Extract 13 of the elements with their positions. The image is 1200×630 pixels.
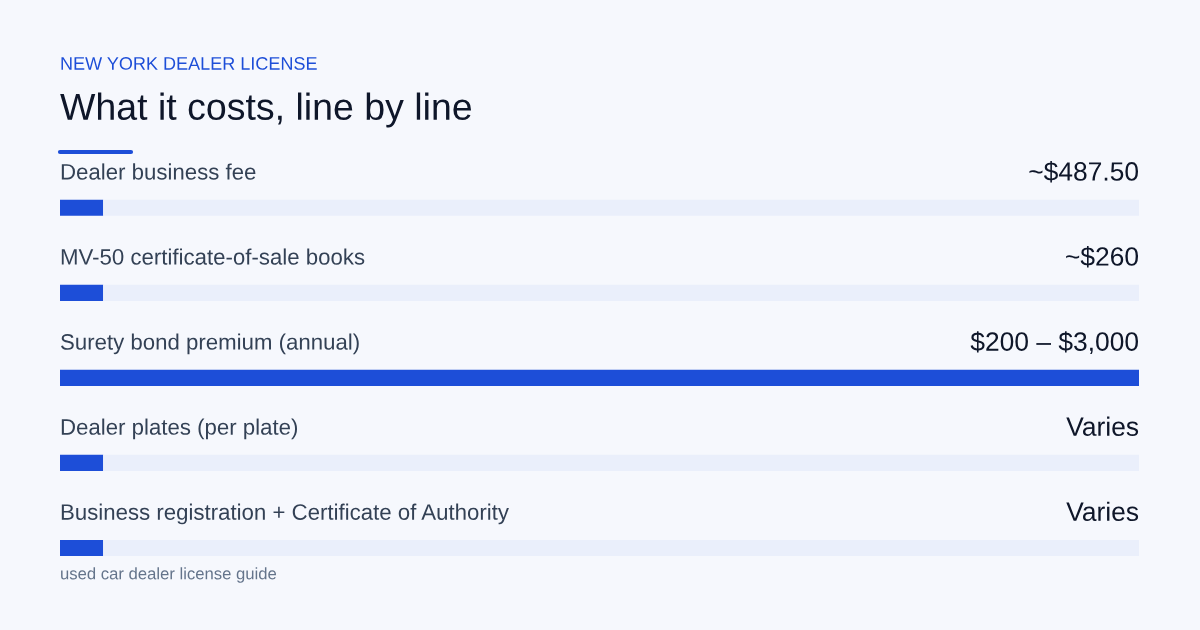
annotation: ~$260 [1066,246,1139,268]
y-tick-label: MV-50 certificate-of-sale books [61,248,365,265]
chart-title: What it costs, line by line [60,92,471,128]
y-tick-label: Dealer business fee [61,163,256,180]
annotation: ~$487.50 [1029,161,1139,183]
annotation: Varies [1066,416,1139,436]
text: used car dealer license guide [61,567,277,583]
annotation: Varies [1066,501,1139,522]
chart-subtitle: NEW YORK DEALER LICENSE [61,57,317,70]
y-tick-label: Business registration + Certificate of Authority [61,503,509,525]
y-tick-label: Surety bond premium (annual) [61,333,359,355]
annotation: $200 – $3,000 [970,331,1139,355]
y-tick-label: Dealer plates (per plate) [61,418,298,440]
